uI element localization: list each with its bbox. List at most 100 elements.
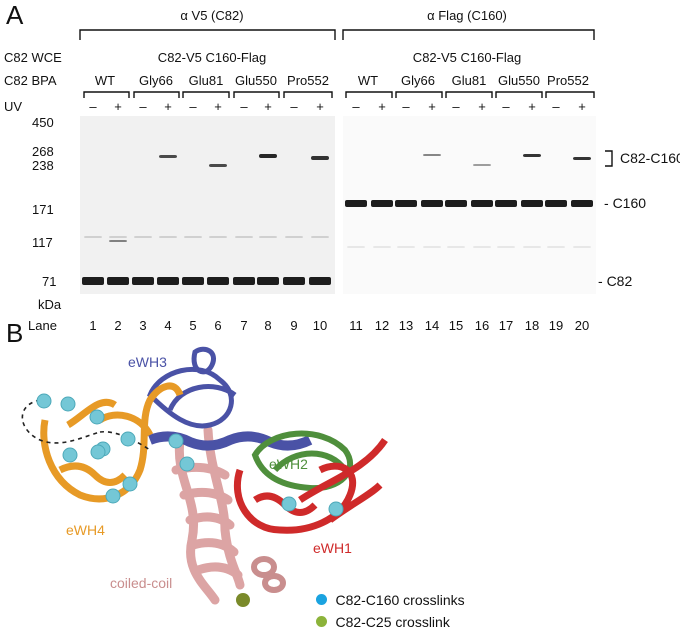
lane-number: 15 (448, 318, 464, 333)
lane-number: 9 (290, 318, 298, 333)
band-c160 (545, 200, 567, 207)
variant-label: Glu81 (188, 73, 224, 88)
band-crosslink (423, 154, 441, 156)
marker-71: 71 (42, 274, 57, 289)
bracket-v5 (79, 29, 336, 40)
uv-minus: – (240, 99, 248, 114)
crosslink-sphere (281, 496, 297, 512)
band-c82 (182, 277, 204, 285)
uv-plus: + (378, 99, 386, 114)
band-label-c82: - C82 (598, 273, 633, 289)
uv-plus: + (316, 99, 324, 114)
row-label-wce: C82 WCE (4, 50, 62, 65)
band-c160 (345, 200, 367, 207)
lane-number: 13 (398, 318, 414, 333)
band-faint (209, 236, 227, 238)
lane-number: 17 (498, 318, 514, 333)
band-faint (109, 236, 127, 238)
band-faint (373, 246, 391, 248)
band-faint (134, 236, 152, 238)
bracket-pro552 (283, 91, 333, 98)
band-faint (523, 246, 541, 248)
legend-item-c25: C82-C25 crosslink (316, 613, 450, 631)
uv-plus: + (578, 99, 586, 114)
panel-b-letter: B (6, 318, 24, 348)
band-c160 (471, 200, 493, 207)
uv-plus: + (164, 99, 172, 114)
band-faint (547, 246, 565, 248)
label-coiled-coil: coiled-coil (110, 575, 173, 591)
lane-number: 2 (114, 318, 122, 333)
band-c82 (233, 277, 255, 285)
band-crosslink (473, 164, 491, 166)
band-c82 (257, 277, 279, 285)
variant-label: Pro552 (547, 73, 589, 88)
bracket-wt (83, 91, 130, 98)
label-ewh2: eWH2 (269, 456, 308, 472)
crosslink-sphere (90, 444, 106, 460)
band-faint (235, 236, 253, 238)
band-c160 (521, 200, 543, 207)
marker-268: 268 (32, 144, 54, 159)
label-ewh3: eWH3 (128, 354, 167, 370)
construct-label-right: C82-V5 C160-Flag (412, 50, 522, 65)
band-faint (573, 246, 591, 248)
ewh3-domain (147, 346, 313, 451)
uv-plus: + (114, 99, 122, 114)
crosslink-sphere (328, 501, 344, 517)
uv-minus: – (352, 99, 360, 114)
uv-minus: – (452, 99, 460, 114)
band-faint (84, 236, 102, 238)
uv-plus: + (528, 99, 536, 114)
band-label-c160: - C160 (604, 195, 647, 211)
dashed-loop (21, 399, 101, 444)
bracket-glu550 (233, 91, 280, 98)
band-c160 (371, 200, 393, 207)
uv-plus: + (428, 99, 436, 114)
band-crosslink (209, 164, 227, 167)
legend-dot-icon (316, 594, 327, 606)
band-c82 (207, 277, 229, 285)
band-crosslink (109, 240, 127, 242)
band-faint (423, 246, 441, 248)
band-c82 (107, 277, 129, 285)
band-faint (447, 246, 465, 248)
band-crosslink (259, 154, 277, 158)
lane-number: 10 (312, 318, 328, 333)
row-label-uv: UV (4, 99, 23, 114)
panel-a-letter: A (6, 0, 24, 30)
marker-450: 450 (32, 115, 54, 130)
variant-label: WT (357, 73, 379, 88)
legend-dot-icon (316, 616, 327, 628)
kda-label: kDa (38, 297, 62, 312)
crosslink-sphere (62, 447, 78, 463)
bracket-gly66-r (395, 91, 443, 98)
marker-171: 171 (32, 202, 54, 217)
crosslink-sphere (122, 476, 138, 492)
uv-minus: – (89, 99, 97, 114)
lane-number: 6 (214, 318, 222, 333)
lane-number: 3 (139, 318, 147, 333)
crosslink-sphere (168, 433, 184, 449)
band-faint (311, 236, 329, 238)
bracket-gly66 (133, 91, 180, 98)
lane-number: 14 (424, 318, 440, 333)
band-c160 (445, 200, 467, 207)
lane-number: 7 (240, 318, 248, 333)
bracket-wt-r (345, 91, 393, 98)
uv-minus: – (189, 99, 197, 114)
lane-number: 16 (474, 318, 490, 333)
band-c82 (309, 277, 331, 285)
band-faint (347, 246, 365, 248)
band-faint (497, 246, 515, 248)
uv-plus: + (214, 99, 222, 114)
lane-number: 12 (374, 318, 390, 333)
crosslink-sphere (120, 431, 136, 447)
band-crosslink (523, 154, 541, 157)
bracket-glu81-r (445, 91, 493, 98)
band-faint (259, 236, 277, 238)
band-c82 (283, 277, 305, 285)
uv-minus: – (502, 99, 510, 114)
